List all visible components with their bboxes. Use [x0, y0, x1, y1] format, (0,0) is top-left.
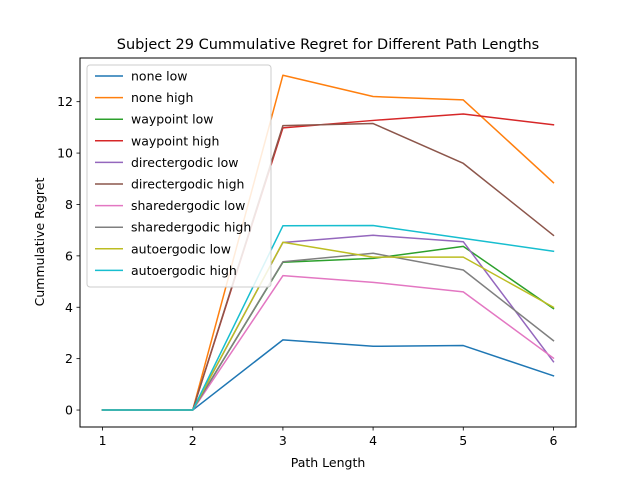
y-axis-label: Cummulative Regret	[32, 178, 47, 307]
legend-label: sharedergodic high	[131, 220, 251, 235]
series-lines	[101, 74, 555, 411]
legend-label: autoergodic high	[131, 263, 237, 278]
legend-label: autoergodic low	[131, 241, 231, 256]
x-tick-label: 4	[369, 433, 377, 448]
legend-label: waypoint low	[131, 112, 213, 127]
x-tick-label: 2	[189, 433, 197, 448]
x-tick-label: 1	[99, 433, 107, 448]
series-line-autoergodic-high	[101, 224, 555, 411]
y-tick-label: 12	[57, 94, 73, 109]
legend-label: none low	[131, 69, 188, 84]
y-tick-label: 10	[57, 146, 73, 161]
y-tick-label: 8	[65, 197, 73, 212]
y-tick-label: 0	[65, 403, 73, 418]
x-axis-label: Path Length	[291, 455, 366, 470]
y-tick-label: 4	[65, 300, 73, 315]
plot-area-frame	[79, 57, 577, 428]
legend-label: directergodic high	[131, 177, 244, 192]
legend: none low none high waypoint low waypoint hi…	[86, 64, 272, 288]
y-tick-label: 6	[65, 248, 73, 263]
legend-label: directergodic low	[131, 155, 239, 170]
x-axis: 1 2 3 4 5 6	[99, 427, 557, 448]
y-axis: 0 2 4 6 8 10 12	[57, 94, 80, 418]
x-tick-label: 6	[549, 433, 557, 448]
legend-label: sharedergodic low	[131, 198, 245, 213]
y-tick-label: 2	[65, 351, 73, 366]
x-tick-label: 5	[459, 433, 467, 448]
legend-label: waypoint high	[131, 133, 219, 148]
legend-label: none high	[131, 90, 193, 105]
x-tick-label: 3	[279, 433, 287, 448]
legend-box	[86, 64, 272, 288]
chart-title: Subject 29 Cummulative Regret for Differ…	[117, 37, 540, 53]
